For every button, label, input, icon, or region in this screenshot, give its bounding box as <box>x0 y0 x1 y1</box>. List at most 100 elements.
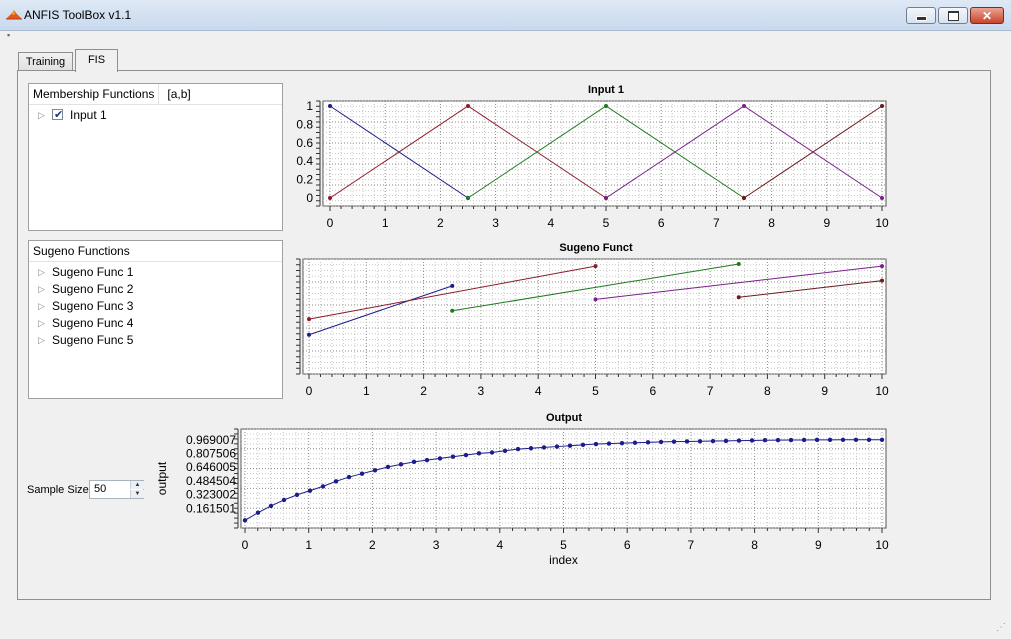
expand-arrow-icon[interactable]: ▷ <box>38 301 45 311</box>
x-tick-label: 0 <box>242 538 249 552</box>
x-tick-label: 5 <box>592 384 599 398</box>
x-tick-label: 5 <box>603 216 610 230</box>
series-point-3 <box>604 104 608 108</box>
output-point <box>697 439 703 444</box>
chart-0: 0 1 2 3 4 5 6 7 8 9 10 0 0.2 0.4 0.6 0.8 1 Input 1 <box>296 84 889 230</box>
resize-grip-icon[interactable]: ⋰ <box>996 622 1006 633</box>
series-line-5 <box>738 280 883 298</box>
x-tick-label: 0 <box>306 384 313 398</box>
x-tick-label: 0 <box>327 216 334 230</box>
spin-down-icon[interactable]: ▼ <box>130 490 144 498</box>
x-tick-label: 4 <box>547 216 554 230</box>
minimize-icon <box>915 16 927 21</box>
x-tick-label: 1 <box>363 384 370 398</box>
output-point <box>411 459 417 465</box>
sugeno-header-title: Sugeno Functions <box>33 244 130 258</box>
chart-2: 0 1 2 3 4 5 6 7 8 9 10 0.1615010.3230020.4845040.64… <box>155 412 889 567</box>
tree-item-sugeno-5[interactable]: ▷ Sugeno Func 5 <box>29 332 282 349</box>
maximize-button[interactable] <box>938 7 968 24</box>
output-point <box>619 440 625 446</box>
output-point <box>749 438 755 443</box>
x-tick-label: 10 <box>875 538 889 552</box>
x-tick-label: 4 <box>535 384 542 398</box>
expand-arrow-icon[interactable]: ▷ <box>38 318 45 328</box>
sample-size-spinbox[interactable]: 50 ▲ ▼ <box>89 480 144 499</box>
x-tick-label: 8 <box>764 384 771 398</box>
minimize-button[interactable] <box>906 7 936 24</box>
x-tick-label: 9 <box>823 216 830 230</box>
output-point <box>294 492 300 498</box>
output-point <box>437 456 443 461</box>
close-icon: ✕ <box>981 8 993 23</box>
series-point-1 <box>307 332 311 337</box>
x-axis-label: index <box>549 553 578 567</box>
output-point <box>606 441 612 446</box>
output-point <box>502 448 508 453</box>
tree-item-sugeno-1[interactable]: ▷ Sugeno Func 1 <box>29 264 282 281</box>
output-point <box>489 450 495 455</box>
close-button[interactable]: ✕ <box>970 7 1004 24</box>
y-tick-label: 0.969007 <box>186 433 236 447</box>
output-point <box>528 446 534 451</box>
chart-1: 0 1 2 3 4 5 6 7 8 9 10 Sugeno Funct <box>296 242 889 398</box>
x-tick-label: 2 <box>369 538 376 552</box>
expand-arrow-icon[interactable]: ▷ <box>38 267 45 277</box>
output-point <box>788 437 794 443</box>
expand-arrow-icon[interactable]: ▷ <box>38 284 45 294</box>
spin-up-icon[interactable]: ▲ <box>130 481 144 489</box>
output-point <box>853 437 859 442</box>
output-point <box>671 439 677 444</box>
output-point <box>281 497 287 503</box>
output-point <box>593 441 599 447</box>
series-point-5 <box>736 295 741 300</box>
tab-fis[interactable]: FIS <box>75 49 118 72</box>
menu-grip[interactable]: ▪ <box>7 30 11 40</box>
y-tick-label: 0.807506 <box>186 447 236 461</box>
x-tick-label: 5 <box>560 538 567 552</box>
output-point <box>554 444 560 449</box>
output-point <box>658 439 664 445</box>
output-point <box>840 437 846 442</box>
input-1-checkbox[interactable]: ✔ <box>52 109 63 121</box>
title-bar: ANFIS ToolBox v1.1 ✕ <box>0 0 1011 31</box>
output-point <box>814 437 820 443</box>
tree-item-sugeno-3[interactable]: ▷ Sugeno Func 3 <box>29 298 282 315</box>
output-point <box>866 437 872 442</box>
membership-header-title: Membership Functions <box>33 87 155 101</box>
x-tick-label: 10 <box>875 216 889 230</box>
sugeno-header: Sugeno Functions <box>29 241 282 262</box>
output-point <box>515 446 521 452</box>
y-axis-label: output <box>155 461 169 495</box>
series-point-2 <box>466 104 470 108</box>
sugeno-functions-panel: Sugeno Functions ▷ Sugeno Func 1 ▷ Sugen… <box>28 240 283 399</box>
output-point <box>801 437 807 443</box>
y-tick-label: 0.2 <box>296 173 313 187</box>
series-point-5 <box>742 196 746 200</box>
output-point <box>424 457 430 463</box>
series-line-4 <box>595 265 883 300</box>
tab-training[interactable]: Training <box>18 52 73 71</box>
x-tick-label: 6 <box>649 384 656 398</box>
sample-size-label: Sample Size <box>27 484 89 496</box>
x-tick-label: 9 <box>821 384 828 398</box>
tree-item-input-1[interactable]: ▷ ✔ Input 1 <box>29 107 282 124</box>
x-tick-label: 9 <box>815 538 822 552</box>
tree-item-sugeno-2[interactable]: ▷ Sugeno Func 2 <box>29 281 282 298</box>
expand-arrow-icon[interactable]: ▷ <box>38 335 45 345</box>
tree-item-label: Sugeno Func 4 <box>52 316 134 330</box>
chart-title: Input 1 <box>588 84 624 96</box>
x-tick-label: 7 <box>713 216 720 230</box>
x-tick-label: 7 <box>688 538 695 552</box>
tree-item-sugeno-4[interactable]: ▷ Sugeno Func 4 <box>29 315 282 332</box>
output-point <box>684 439 690 444</box>
sample-size-value[interactable]: 50 <box>94 483 107 495</box>
output-point <box>346 474 352 480</box>
expand-arrow-icon[interactable]: ▷ <box>38 110 45 120</box>
output-point <box>320 484 326 489</box>
series-point-3 <box>466 196 470 200</box>
series-point-3 <box>736 262 741 266</box>
x-tick-label: 7 <box>707 384 714 398</box>
output-point <box>541 445 547 450</box>
membership-functions-panel: Membership Functions [a,b] ▷ ✔ Input 1 <box>28 83 283 231</box>
